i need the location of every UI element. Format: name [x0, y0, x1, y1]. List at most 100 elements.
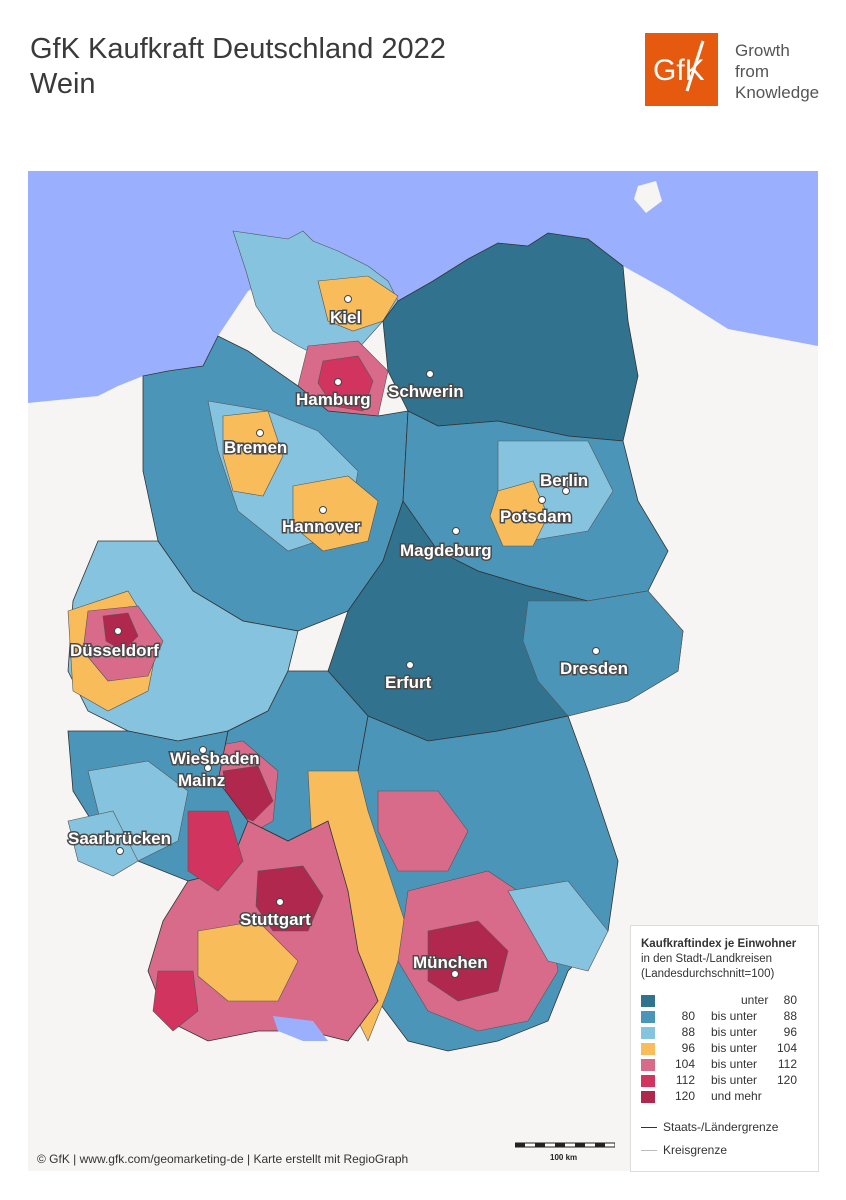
- city-label-kiel: Kiel: [330, 308, 361, 327]
- legend: Kaufkraftindex je Einwohner in den Stadt…: [630, 925, 819, 1172]
- legend-state-border-label: Staats-/Ländergrenze: [663, 1120, 779, 1134]
- region-hannover: [292, 475, 379, 552]
- legend-label-2: bis unter: [711, 1009, 758, 1023]
- legend-swatch-4: [641, 1043, 655, 1055]
- legend-to-1: 80: [783, 993, 797, 1007]
- legend-label-3: bis unter: [711, 1025, 758, 1039]
- city-label-saarbruecken: Saarbrücken: [68, 829, 171, 848]
- city-label-hannover: Hannover: [282, 517, 361, 536]
- legend-title: Kaufkraftindex je Einwohner: [641, 938, 797, 950]
- legend-from-6: 112: [675, 1073, 695, 1087]
- legend-from-4: 96: [681, 1041, 695, 1055]
- city-label-stuttgart: Stuttgart: [240, 910, 311, 929]
- legend-label-1: unter: [741, 993, 769, 1007]
- legend-class-2: 80 bis unter 88: [641, 1009, 811, 1025]
- city-label-potsdam: Potsdam: [500, 507, 572, 526]
- tagline-line-3: Knowledge: [735, 83, 820, 102]
- legend-from-7: 120: [674, 1089, 695, 1103]
- city-label-muenchen: München: [413, 953, 488, 972]
- city-dresden: Dresden: [559, 647, 630, 680]
- city-schwerin: Schwerin: [387, 370, 465, 403]
- logo-tagline: Growth from Knowledge: [735, 40, 819, 103]
- region-sn: [522, 590, 684, 717]
- gfk-logo: GfK: [645, 33, 718, 106]
- city-label-bremen: Bremen: [224, 438, 287, 457]
- legend-label-7: und mehr: [711, 1089, 762, 1103]
- legend-class-7: 120 und mehr: [641, 1089, 811, 1105]
- legend-district-border-line: [641, 1150, 657, 1151]
- map-title: GfK Kaufkraft Deutschland 2022 Wein: [30, 32, 446, 102]
- city-label-mainz: Mainz: [178, 771, 225, 790]
- legend-state-border-line: [641, 1127, 657, 1128]
- legend-swatch-3: [641, 1027, 655, 1039]
- legend-from-5: 104: [674, 1057, 695, 1071]
- city-stuttgart: Stuttgart: [239, 898, 313, 931]
- lake-bodensee: [273, 1016, 328, 1041]
- city-muenchen: München: [412, 952, 489, 978]
- legend-swatch-6: [641, 1075, 655, 1087]
- city-label-wiesbaden: Wiesbaden: [170, 749, 260, 768]
- city-hannover: Hannover: [281, 506, 362, 538]
- gfk-logo-mark: GfK: [653, 40, 705, 92]
- legend-label-4: bis unter: [711, 1041, 758, 1055]
- tagline-line-1: Growth: [735, 41, 790, 60]
- city-label-berlin: Berlin: [540, 471, 588, 490]
- region-karlsruhe: [187, 810, 244, 892]
- region-muenchen-core: [427, 920, 509, 1002]
- city-magdeburg: Magdeburg: [399, 527, 493, 562]
- legend-class-5: 104 bis unter 112: [641, 1057, 811, 1073]
- region-mv: [382, 232, 639, 442]
- title-line-1: GfK Kaufkraft Deutschland 2022: [30, 33, 446, 65]
- region-bremen: [222, 410, 284, 497]
- city-kiel: Kiel: [329, 295, 363, 329]
- legend-class-1: unter 80: [641, 993, 811, 1009]
- region-bw-orange: [197, 920, 299, 1002]
- legend-class-4: 96 bis unter 104: [641, 1041, 811, 1057]
- city-label-dresden: Dresden: [560, 659, 628, 678]
- legend-from-2: 80: [681, 1009, 695, 1023]
- legend-from-3: 88: [681, 1025, 695, 1039]
- city-mainz: Mainz: [177, 764, 227, 792]
- legend-swatch-2: [641, 1011, 655, 1023]
- region-stuttgart: [255, 865, 324, 932]
- region-freiburg: [152, 970, 199, 1032]
- city-saarbruecken: Saarbrücken: [67, 828, 173, 855]
- legend-to-3: 96: [783, 1025, 797, 1039]
- city-label-duesseldorf: Düsseldorf: [70, 641, 159, 660]
- city-bremen: Bremen: [223, 429, 289, 459]
- legend-label-6: bis unter: [711, 1073, 758, 1087]
- city-potsdam: Potsdam: [499, 496, 573, 528]
- city-label-magdeburg: Magdeburg: [400, 541, 492, 560]
- scale-bar: 100 km: [514, 1140, 616, 1165]
- city-erfurt: Erfurt: [384, 661, 433, 694]
- germany-map: Kiel Hamburg Schwerin Bremen Berlin Pots…: [28, 171, 818, 1171]
- city-wiesbaden: Wiesbaden: [169, 746, 261, 770]
- legend-swatch-7: [641, 1091, 655, 1103]
- legend-swatch-1: [641, 995, 655, 1007]
- city-label-schwerin: Schwerin: [388, 382, 464, 401]
- legend-swatch-5: [641, 1059, 655, 1071]
- city-duesseldorf: Düsseldorf: [69, 627, 161, 662]
- legend-label-5: bis unter: [711, 1057, 758, 1071]
- island: [634, 181, 662, 213]
- region-saar: [67, 810, 139, 877]
- region-hamburg-core: [317, 355, 374, 412]
- legend-district-border-label: Kreisgrenze: [663, 1143, 728, 1157]
- city-label-erfurt: Erfurt: [385, 673, 432, 692]
- city-hamburg: Hamburg: [295, 378, 372, 411]
- legend-to-5: 112: [777, 1057, 797, 1071]
- region-potsdam: [489, 480, 549, 547]
- legend-subtitle-1: in den Stadt-/Landkreisen: [641, 953, 773, 965]
- credit-line: © GfK | www.gfk.com/geomarketing-de | Ka…: [37, 1152, 409, 1166]
- legend-class-3: 88 bis unter 96: [641, 1025, 811, 1041]
- legend-subtitle-2: (Landesdurchschnitt=100): [641, 968, 775, 980]
- region-franken: [377, 790, 469, 872]
- region-by-light: [507, 880, 609, 972]
- scale-bar-label: 100 km: [550, 1153, 577, 1162]
- legend-to-2: 88: [783, 1009, 797, 1023]
- city-label-hamburg: Hamburg: [296, 390, 371, 409]
- legend-to-6: 120: [776, 1073, 797, 1087]
- title-line-2: Wein: [30, 68, 96, 100]
- city-berlin: Berlin: [539, 470, 590, 495]
- legend-to-4: 104: [776, 1041, 797, 1055]
